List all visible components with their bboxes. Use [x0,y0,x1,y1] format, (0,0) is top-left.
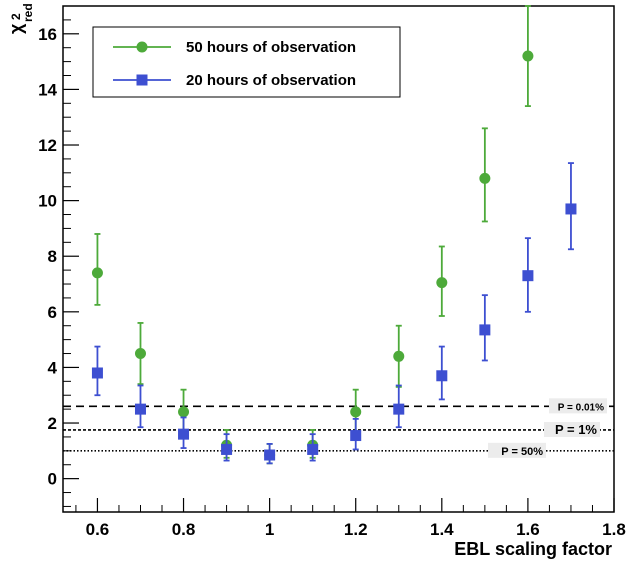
y-axis-title: χ [6,23,26,34]
y-axis-ticks: 0 2 4 6 8 10 12 14 16 [38,19,79,507]
data-point [479,324,491,336]
x-tick-label: 1.8 [602,520,626,539]
x-axis-title: EBL scaling factor [454,539,612,559]
reference-line-label: P = 50% [501,446,543,458]
data-point [522,270,534,282]
plot-frame [62,5,615,513]
x-tick-label: 1.2 [344,520,368,539]
data-point [565,203,577,215]
data-point [91,367,103,379]
data-point [91,267,103,279]
y-axis-title-sup: 2 [9,13,23,20]
y-axis-title-main: χ [6,23,26,34]
data-point [436,277,448,289]
data-point [479,172,491,184]
legend: 50 hours of observation 20 hours of obser… [92,26,401,98]
data-point [522,50,534,62]
reference-line-label: P = 1% [555,422,597,437]
x-tick-label: 0.6 [86,520,110,539]
y-tick-label: 14 [38,80,57,99]
data-point [178,406,190,418]
y-tick-label: 6 [48,303,57,322]
data-point [307,443,319,455]
series-layer [91,5,577,465]
reference-label-bg [488,442,546,458]
reference-label-bg [549,398,607,414]
data-point [350,406,362,418]
y-tick-label: 8 [48,247,57,266]
x-axis-ticks: 0.6 0.8 1 1.2 1.4 1.6 1.8 [75,498,626,539]
data-point [178,428,190,440]
data-point [393,350,405,362]
data-point [436,370,448,382]
y-tick-label: 4 [48,358,58,377]
data-point [134,348,146,360]
data-point [136,41,148,53]
data-point [393,403,405,415]
x-tick-label: 1 [265,520,274,539]
y-tick-label: 0 [48,470,57,489]
data-point [134,403,146,415]
y-axis-title-sub: red [21,3,35,22]
reference-lines: P = 0.01% P = 1% P = 50% [63,398,614,458]
data-point [221,443,233,455]
data-point [264,449,276,461]
y-tick-label: 2 [48,414,57,433]
reference-label-bg [544,421,600,437]
series [91,162,577,465]
y-tick-label: 16 [38,25,57,44]
data-point [136,74,148,86]
reference-line-label: P = 0.01% [558,402,604,413]
data-point [350,430,362,442]
y-tick-label: 12 [38,136,57,155]
y-tick-label: 10 [38,192,57,211]
legend-label: 20 hours of observation [186,72,356,89]
x-tick-label: 1.4 [430,520,454,539]
x-tick-label: 0.8 [172,520,196,539]
legend-label: 50 hours of observation [186,39,356,56]
x-tick-label: 1.6 [516,520,540,539]
